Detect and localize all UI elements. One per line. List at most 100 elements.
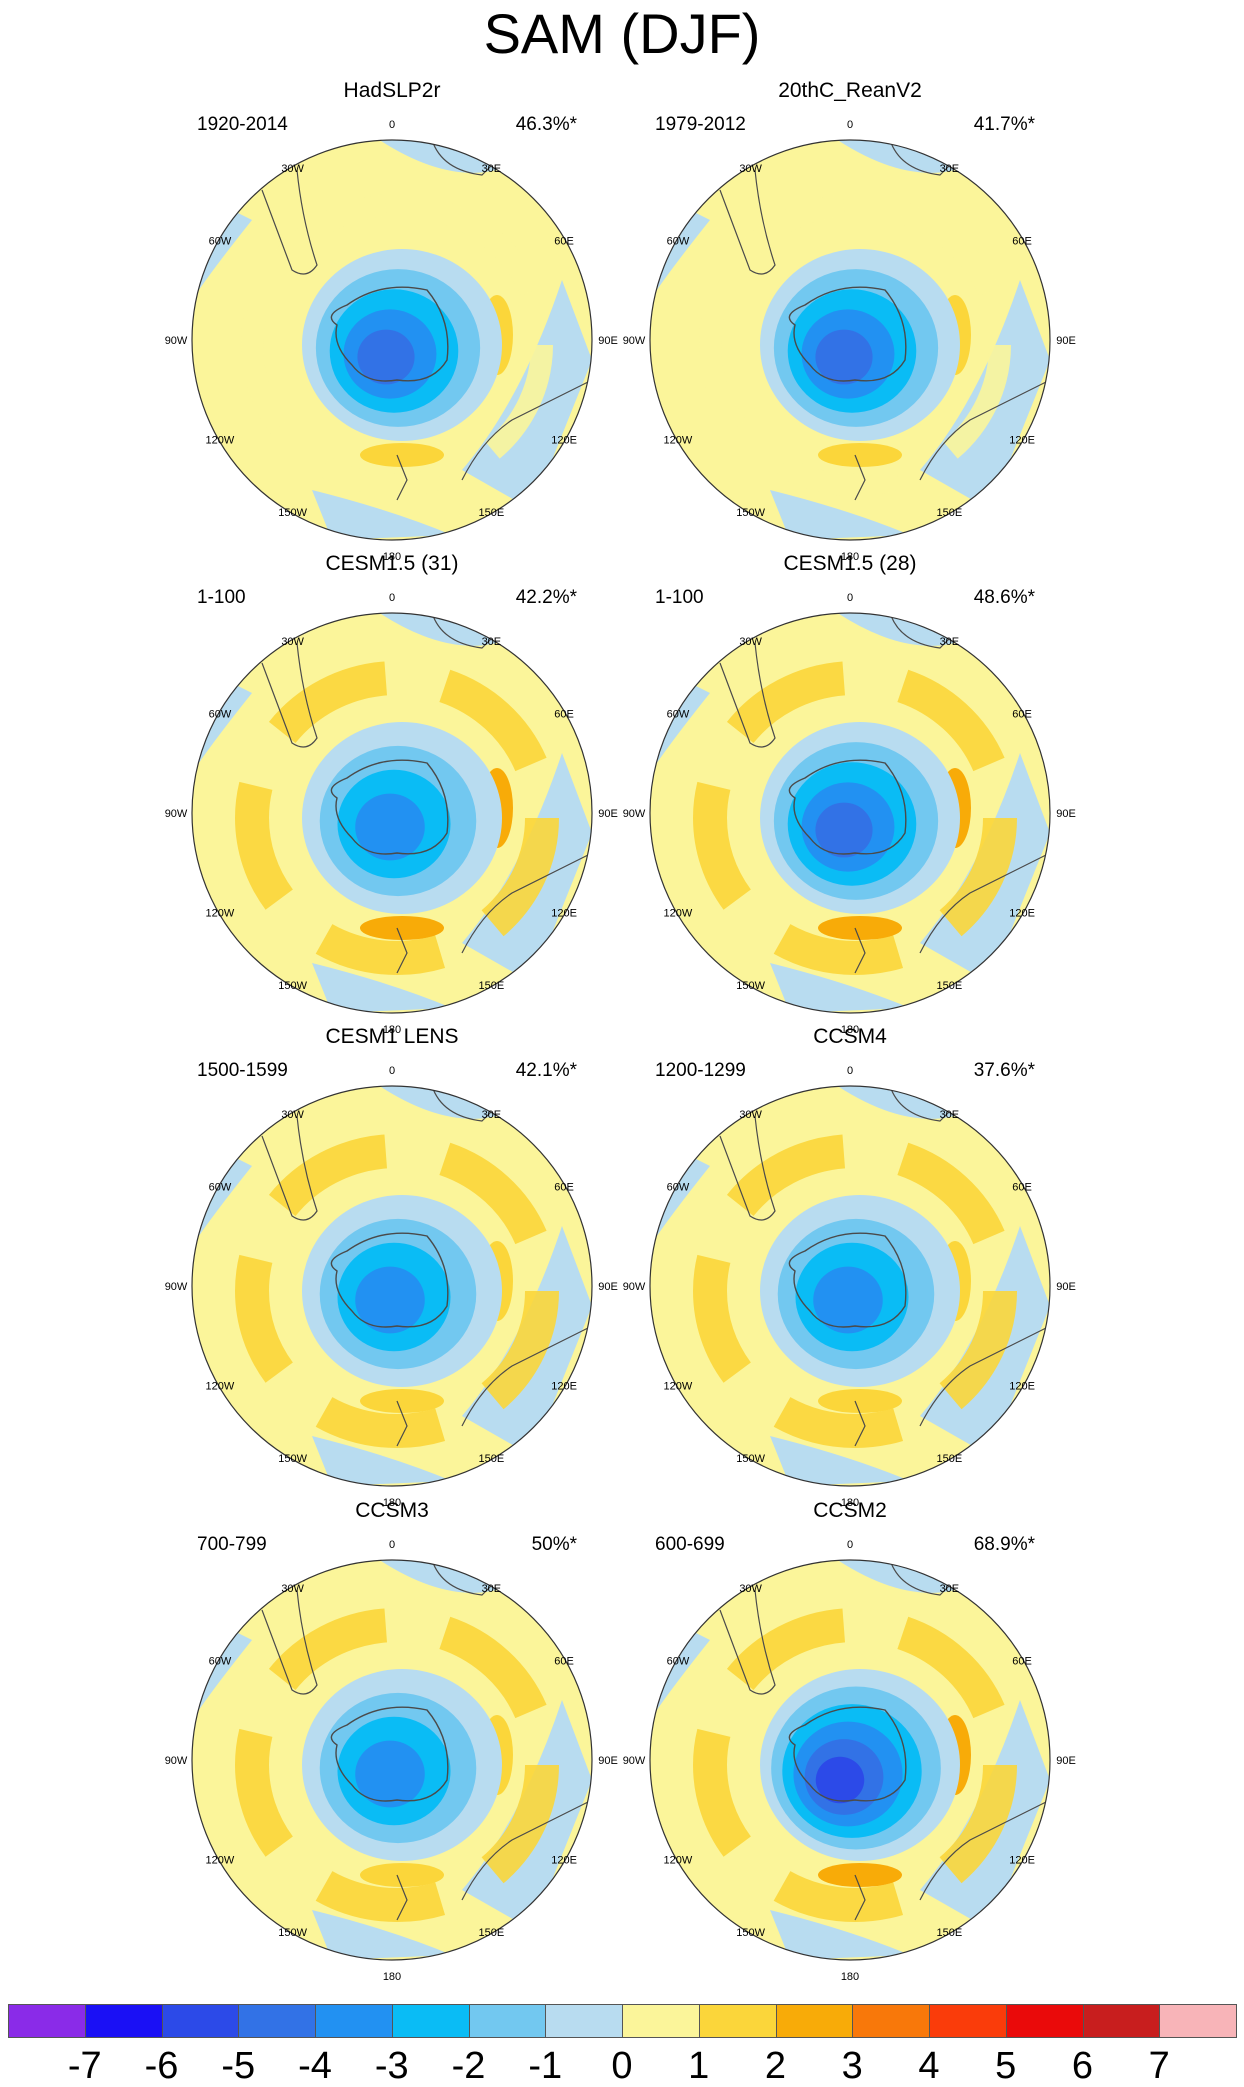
map-panel-5: 0 30E 60E 90E 120E 150E 180 150W 120W 90W 60W 30W CE… bbox=[165, 1025, 618, 1509]
longitude-label-120w: 120W bbox=[206, 1380, 235, 1392]
longitude-label-150e: 150E bbox=[937, 507, 963, 519]
colorbar-tick-label: -5 bbox=[221, 2045, 256, 2087]
colorbar-swatch bbox=[315, 2004, 393, 2038]
colorbar-swatch bbox=[161, 2004, 240, 2038]
figure-title: SAM (DJF) bbox=[483, 2, 761, 65]
longitude-label-90w: 90W bbox=[165, 1755, 188, 1767]
positive-jet-ring bbox=[693, 1608, 1017, 1922]
antarctica-coastline bbox=[330, 1706, 449, 1802]
negative-contour-level bbox=[355, 793, 425, 861]
australia-coastline bbox=[919, 379, 1050, 481]
colorbar-tick-label: 2 bbox=[764, 2045, 787, 2087]
longitude-label-30w: 30W bbox=[281, 636, 304, 648]
map-panel-1: 0 30E 60E 90E 120E 150E 180 150W 120W 90W 60W 30W Ha… bbox=[165, 79, 618, 563]
antarctica-coastline bbox=[788, 1232, 907, 1328]
colorbar-tick-label: -7 bbox=[67, 2045, 102, 2087]
south-america-coastline bbox=[719, 642, 776, 748]
longitude-label-90e: 90E bbox=[1056, 1755, 1076, 1767]
colorbar-swatch bbox=[1159, 2004, 1237, 2038]
antarctica-coastline bbox=[330, 1232, 449, 1328]
panel-title: CCSM4 bbox=[813, 1025, 887, 1048]
panel-period: 700-799 bbox=[197, 1534, 267, 1555]
positive-jet-ring bbox=[699, 194, 1011, 496]
colorbar-tick-label: -4 bbox=[298, 2045, 332, 2087]
longitude-label-30e: 30E bbox=[940, 636, 960, 648]
longitude-label-90w: 90W bbox=[165, 1281, 188, 1293]
negative-region-south bbox=[312, 963, 452, 1013]
colorbar-tick-label: 7 bbox=[1148, 2045, 1170, 2087]
longitude-label-150w: 150W bbox=[278, 1927, 307, 1939]
negative-contour-level bbox=[815, 802, 873, 858]
negative-region-south bbox=[770, 1436, 910, 1486]
longitude-label-150w: 150W bbox=[736, 507, 765, 519]
longitude-label-90w: 90W bbox=[623, 335, 646, 347]
longitude-label-30e: 30E bbox=[482, 636, 502, 648]
longitude-label-90w: 90W bbox=[623, 1755, 646, 1767]
longitude-label-60e: 60E bbox=[1012, 1656, 1032, 1668]
longitude-label-150e: 150E bbox=[479, 980, 505, 992]
positive-max-south bbox=[818, 1389, 902, 1413]
africa-coastline bbox=[889, 613, 961, 649]
south-america-coastline bbox=[261, 1115, 318, 1221]
panel-variance: 42.1%* bbox=[516, 1060, 578, 1081]
south-america-coastline bbox=[261, 642, 318, 748]
new-zealand-coastline bbox=[396, 927, 408, 974]
positive-max-south bbox=[360, 1863, 444, 1887]
negative-region-south bbox=[770, 1910, 910, 1960]
south-america-coastline bbox=[719, 169, 776, 275]
longitude-label-90w: 90W bbox=[623, 808, 646, 820]
colorbar-tick-label: 4 bbox=[918, 2045, 940, 2087]
new-zealand-coastline bbox=[854, 1400, 866, 1447]
longitude-label-0: 0 bbox=[847, 1065, 853, 1077]
colorbar-tick-label: 5 bbox=[995, 2045, 1017, 2087]
colorbar-swatch bbox=[8, 2004, 86, 2038]
new-zealand-coastline bbox=[854, 927, 866, 974]
longitude-label-30e: 30E bbox=[940, 1583, 960, 1595]
longitude-label-150w: 150W bbox=[736, 980, 765, 992]
longitude-label-30w: 30W bbox=[281, 163, 304, 175]
longitude-label-120e: 120E bbox=[551, 1854, 577, 1866]
longitude-label-0: 0 bbox=[389, 119, 395, 131]
longitude-label-180: 180 bbox=[841, 1497, 859, 1509]
antarctica-coastline bbox=[788, 759, 907, 855]
negative-contour-level bbox=[815, 329, 873, 385]
longitude-label-150e: 150E bbox=[937, 980, 963, 992]
south-america-coastline bbox=[261, 1589, 318, 1695]
longitude-label-120w: 120W bbox=[664, 1854, 693, 1866]
longitude-label-30e: 30E bbox=[940, 1109, 960, 1121]
panel-title: HadSLP2r bbox=[344, 79, 441, 102]
positive-jet-ring bbox=[235, 661, 559, 975]
colorbar-swatch bbox=[622, 2004, 700, 2038]
longitude-label-120e: 120E bbox=[1009, 907, 1035, 919]
longitude-label-60e: 60E bbox=[1012, 1182, 1032, 1194]
positive-max-south bbox=[818, 916, 902, 940]
longitude-label-0: 0 bbox=[389, 592, 395, 604]
new-zealand-coastline bbox=[396, 454, 408, 501]
panel-variance: 50%* bbox=[532, 1534, 578, 1555]
map-rim bbox=[649, 612, 1051, 1014]
longitude-label-30w: 30W bbox=[739, 1583, 762, 1595]
negative-contour-level bbox=[355, 1740, 425, 1808]
map-panel-6: 0 30E 60E 90E 120E 150E 180 150W 120W 90W 60W 30W CC… bbox=[623, 1025, 1076, 1509]
colorbar-swatch bbox=[238, 2004, 316, 2038]
map-panel-2: 0 30E 60E 90E 120E 150E 180 150W 120W 90W 60W 30W 20… bbox=[623, 79, 1076, 563]
negative-region-south bbox=[770, 490, 910, 540]
negative-contour-level bbox=[357, 329, 415, 385]
panel-variance: 42.2%* bbox=[516, 587, 578, 608]
australia-coastline bbox=[461, 852, 592, 954]
new-zealand-coastline bbox=[854, 454, 866, 501]
longitude-label-90e: 90E bbox=[598, 808, 618, 820]
longitude-label-150w: 150W bbox=[736, 1453, 765, 1465]
map-rim bbox=[191, 1085, 593, 1487]
longitude-label-90w: 90W bbox=[165, 335, 188, 347]
panel-variance: 41.7%* bbox=[974, 114, 1036, 135]
colorbar-swatch bbox=[929, 2004, 1007, 2038]
longitude-label-60w: 60W bbox=[209, 1182, 232, 1194]
map-panel-4: 0 30E 60E 90E 120E 150E 180 150W 120W 90W 60W 30W CE… bbox=[623, 552, 1076, 1036]
map-panel-7: 0 30E 60E 90E 120E 150E 180 150W 120W 90W 60W 30W CC… bbox=[165, 1499, 618, 1983]
map-rim bbox=[649, 1559, 1051, 1961]
longitude-label-150w: 150W bbox=[278, 980, 307, 992]
map-rim bbox=[191, 139, 593, 541]
colorbar-swatch bbox=[775, 2004, 854, 2038]
longitude-label-60e: 60E bbox=[554, 709, 574, 721]
